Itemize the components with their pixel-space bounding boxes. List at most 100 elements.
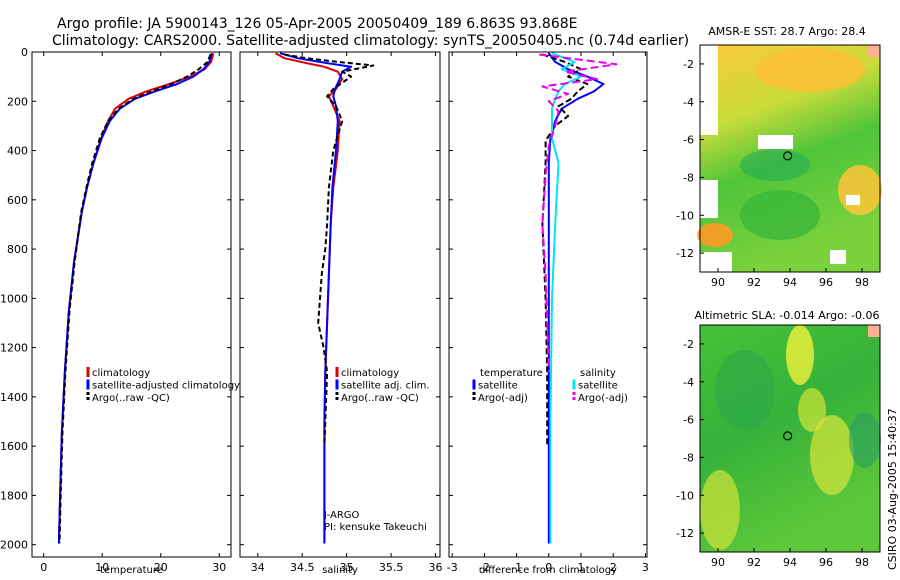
x-tick-label: 0 [545,561,552,574]
x-axis-label: difference from climatology [479,565,617,576]
y-tick-label: 200 [7,95,28,108]
legend-entry: climatology [341,368,399,379]
sst-missing-data [700,180,718,218]
panel-annotation: J-ARGO [323,510,360,521]
legend-heading: temperature [480,368,543,379]
x-axis-label: salinity [322,565,358,576]
sla-map-title: Altimetric SLA: -0.014 Argo: -0.06 [695,309,880,322]
y-tick-label: 1600 [0,440,28,453]
x-tick-label: -2 [479,561,490,574]
y-tick-label: -6 [683,414,694,427]
legend-entry: Argo(-adj) [578,393,628,404]
salinity-panel: 34 34.5 35 35.5 36 salinity climatology satelli… [239,51,443,576]
sla-low-patch [849,412,881,468]
series-line [279,52,353,544]
legend-entry: satellite adj. clim. [341,381,430,392]
y-tick-label: 2000 [0,539,28,552]
x-tick-label: 10 [95,561,109,574]
sst-missing-data [700,45,718,135]
sla-high-patch [810,415,854,495]
x-tick-label: 0 [40,561,47,574]
y-tick-label: 400 [7,145,28,158]
sst-missing-data [830,250,846,264]
x-tick-label: 98 [855,276,869,289]
y-tick-label: -6 [683,134,694,147]
plot-frame [448,51,648,558]
sst-warm-patch [755,48,865,92]
sst-warm-patch [697,223,733,247]
legend-entry: satellite [578,381,618,392]
y-tick-label: -2 [683,58,694,71]
series-line [538,53,618,373]
legend-entry: Argo(-adj) [478,393,528,404]
sst-cool-patch [740,190,820,240]
y-tick-label: -12 [676,247,694,260]
x-axis-label: temperature [100,565,163,576]
y-tick-label: 1800 [0,489,28,502]
y-tick-label: -8 [683,171,694,184]
x-tick-label: 90 [711,556,725,569]
x-tick-label: 92 [747,276,761,289]
series-line [547,52,605,544]
legend-entry: Argo(..raw -QC) [341,393,419,404]
sst-map: AMSR-E SST: 28.7 Argo: 28.4 90 92 94 96 98 -2… [676,25,882,289]
x-tick-label: 98 [855,556,869,569]
legend-entry: climatology [92,368,150,379]
plot-frame [31,51,232,558]
y-tick-label: -12 [676,527,694,540]
y-tick-label: -4 [683,376,694,389]
y-tick-label: -4 [683,96,694,109]
y-tick-label: -8 [683,451,694,464]
legend-heading: salinity [580,368,616,379]
sla-high-patch [700,470,740,550]
x-tick-label: 96 [819,276,833,289]
plot-frame [239,51,441,558]
argo-location-marker [783,431,793,441]
x-tick-label: -3 [447,561,458,574]
sst-map-title: AMSR-E SST: 28.7 Argo: 28.4 [708,25,866,38]
x-tick-label: -1 [511,561,522,574]
sla-low-patch [715,350,775,430]
sst-missing-data [846,195,860,205]
x-tick-label: 30 [212,561,226,574]
x-tick-label: 1 [578,561,585,574]
y-tick-label: 1400 [0,391,28,404]
series-line [58,54,212,544]
legend-entry: Argo(..raw -QC) [92,393,170,404]
series-line [284,53,375,447]
sla-map: Altimetric SLA: -0.014 Argo: -0.06 90 92 9… [676,309,881,569]
y-tick-label: -10 [676,489,694,502]
y-tick-label: -10 [676,209,694,222]
x-tick-label: 35 [340,561,354,574]
series-line [57,52,213,544]
title-line-1: Argo profile: JA 5900143_126 05-Apr-2005… [57,16,578,32]
y-tick-label: 600 [7,194,28,207]
x-tick-label: 2 [610,561,617,574]
legend-entry: satellite [478,381,518,392]
x-tick-label: 90 [711,276,725,289]
sla-land [868,325,880,337]
y-tick-label: 800 [7,243,28,256]
series-line [57,52,215,544]
panel-annotation: PI: kensuke Takeuchi [324,522,427,533]
legend-entry: satellite-adjusted climatology [92,381,240,392]
difference-panel: -3 -2 -1 0 1 2 3 difference from climatology tem… [447,51,649,576]
x-tick-label: 96 [819,556,833,569]
y-tick-label: 1200 [0,342,28,355]
argo-location-marker [783,151,793,161]
sla-high-patch [786,325,814,385]
sst-land [868,45,880,57]
x-tick-label: 35.5 [379,561,404,574]
sst-missing-data [700,252,732,272]
x-tick-label: 36 [429,561,443,574]
x-tick-label: 34 [251,561,265,574]
side-stamp: CSIRO 03-Aug-2005 15:40:37 [886,408,899,570]
sst-warm-patch [838,165,882,215]
sst-missing-data [758,135,793,149]
series-line [275,52,344,544]
x-tick-label: 20 [154,561,168,574]
sla-high-patch [798,388,826,432]
y-tick-label: 0 [21,46,28,59]
y-tick-label: -2 [683,338,694,351]
x-tick-label: 94 [783,556,797,569]
